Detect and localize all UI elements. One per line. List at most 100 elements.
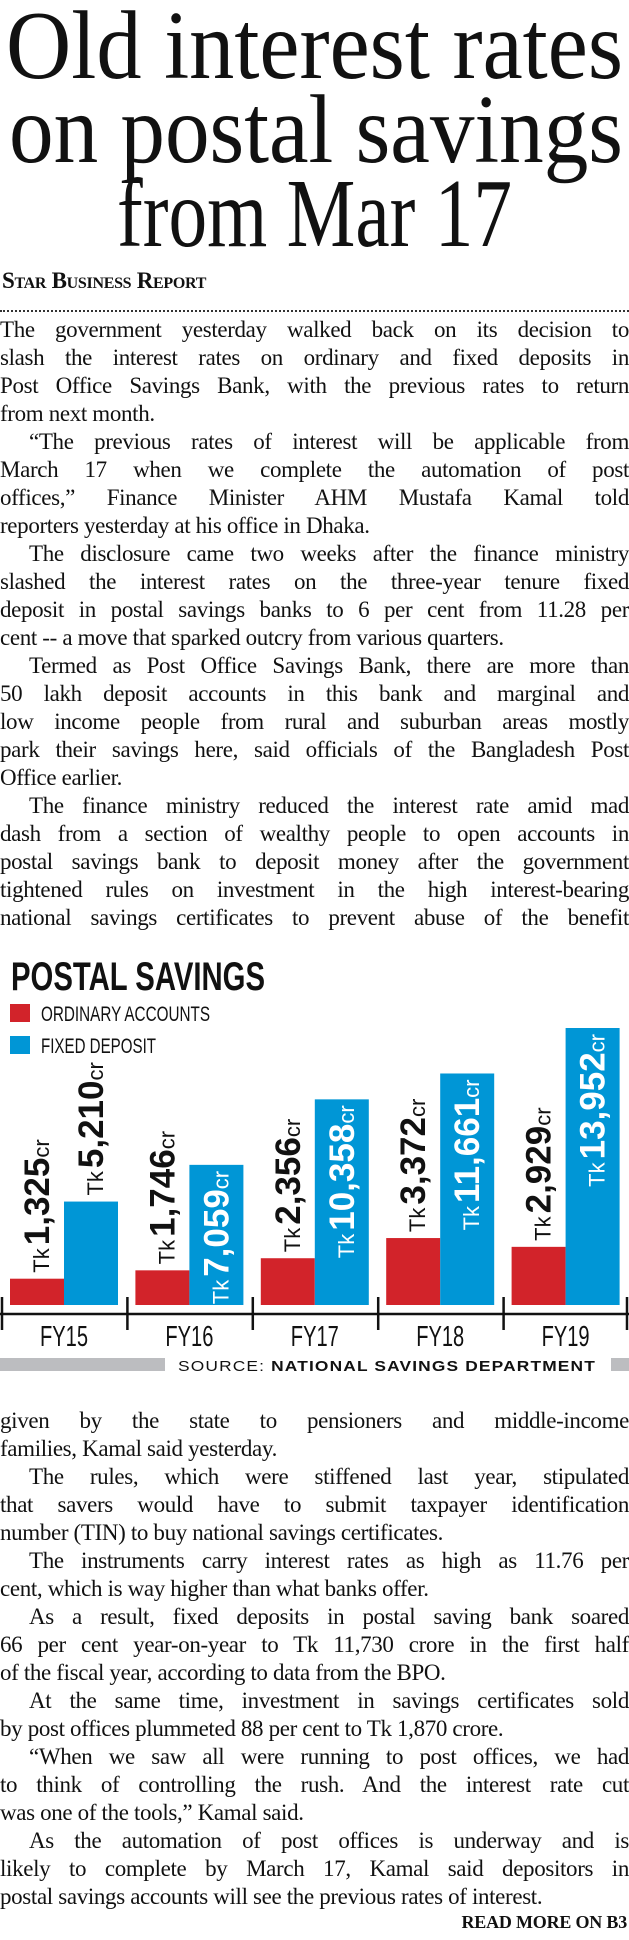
value-prefix: Tk — [334, 1233, 359, 1258]
bar-ordinary-accounts — [260, 1258, 315, 1305]
article-line: of the fiscal year, according to data fr… — [0, 1660, 446, 1685]
headline: Old interest rates on postal savings fro… — [6, 0, 623, 262]
bar-value-label: Tk5,210cr — [72, 1062, 111, 1195]
bar-fixed-deposit — [189, 1164, 244, 1305]
value-prefix: Tk — [459, 1205, 484, 1230]
value-suffix: cr — [459, 1079, 484, 1097]
article-line: low income people from rural and suburba… — [0, 709, 629, 734]
legend-swatch-fixed — [10, 1036, 30, 1054]
article-line: Termed as Post Office Savings Bank, ther… — [29, 653, 629, 678]
bar-value-label: Tk10,358cr — [323, 1105, 362, 1258]
value-prefix: Tk — [280, 1227, 305, 1252]
bar-value-label: Tk1,746cr — [143, 1131, 182, 1264]
x-axis-ticks — [0, 1297, 629, 1330]
byline: Star Business Report — [2, 268, 207, 293]
article-line: to think of controlling the rush. And th… — [0, 1772, 629, 1797]
bar-fixed-deposit — [565, 1028, 620, 1305]
article-line: offices,” Finance Minister AHM Mustafa K… — [0, 485, 629, 510]
article-line: deposit in postal savings banks to 6 per… — [0, 597, 629, 622]
bar-value-label: Tk13,952cr — [574, 1034, 613, 1187]
bar-fixed-deposit — [314, 1099, 369, 1305]
article-line: slashed the interest rates on the three-… — [0, 569, 629, 594]
article-line: cent, which is way higher than what bank… — [0, 1576, 429, 1601]
article-line: Office earlier. — [0, 765, 123, 790]
value-suffix: cr — [29, 1139, 54, 1157]
value-number: 11,661 — [448, 1098, 487, 1203]
bar-ordinary-accounts — [386, 1238, 441, 1305]
article-line: “When we saw all were running to post of… — [29, 1744, 629, 1769]
article-line: likely to complete by March 17, Kamal sa… — [0, 1856, 629, 1881]
legend-swatch-ordinary — [10, 1004, 30, 1022]
article-line: At the same time, investment in savings … — [29, 1688, 629, 1713]
article-body-part-1: The government yesterday walked back on … — [0, 316, 629, 932]
bar-value-label: Tk11,661cr — [448, 1079, 487, 1230]
article-line: As a result, fixed deposits in postal sa… — [29, 1604, 629, 1629]
headline-line-3: from Mar 17 — [117, 160, 512, 262]
article-line: 66 per cent year-on-year to Tk 11,730 cr… — [0, 1632, 629, 1657]
article-line: tightened rules on investment in the hig… — [0, 877, 629, 902]
value-suffix: cr — [154, 1131, 179, 1149]
value-number: 7,059 — [197, 1189, 236, 1277]
bar-value-label: Tk3,372cr — [394, 1099, 433, 1232]
article-line: reporters yesterday at his office in Dha… — [0, 513, 370, 538]
bar-ordinary-accounts — [511, 1246, 566, 1305]
value-suffix: cr — [334, 1105, 359, 1123]
source-bar-right — [611, 1358, 629, 1371]
article-line: March 17 when we complete the automation… — [0, 457, 629, 482]
article-line: families, Kamal said yesterday. — [0, 1436, 277, 1461]
value-suffix: cr — [405, 1099, 430, 1117]
legend-label-ordinary: ORDINARY ACCOUNTS — [41, 1003, 210, 1026]
article-line: postal savings bank to deposit money aft… — [0, 849, 629, 874]
bars — [10, 1028, 620, 1305]
bar-fixed-deposit — [440, 1073, 495, 1305]
x-axis-label: FY15 — [40, 1321, 88, 1353]
article-line: 50 lakh deposit accounts in this bank an… — [0, 681, 629, 706]
article-line: by post offices plummeted 88 per cent to… — [0, 1716, 504, 1741]
article-line: given by the state to pensioners and mid… — [0, 1408, 629, 1433]
value-prefix: Tk — [83, 1170, 108, 1195]
source-bar-left — [0, 1358, 165, 1371]
article-line: was one of the tools,” Kamal said. — [0, 1800, 304, 1825]
bar-value-label: Tk1,325cr — [18, 1139, 57, 1272]
x-axis-label: FY19 — [542, 1321, 590, 1353]
value-prefix: Tk — [154, 1239, 179, 1264]
value-number: 2,929 — [520, 1126, 559, 1214]
value-number: 1,325 — [18, 1158, 57, 1246]
article-line: The disclosure came two weeks after the … — [29, 541, 629, 566]
article-line: number (TIN) to buy national savings cer… — [0, 1520, 443, 1545]
bar-ordinary-accounts — [10, 1278, 64, 1305]
article-line: from next month. — [0, 401, 155, 426]
article-line: slash the interest rates on ordinary and… — [0, 345, 629, 370]
headline-line-1: Old interest rates — [6, 0, 623, 100]
source-label: SOURCE: — [178, 1358, 265, 1375]
headline-line-2: on postal savings — [9, 76, 623, 184]
value-suffix: cr — [280, 1119, 305, 1137]
article-body-part-2: given by the state to pensioners and mid… — [0, 1407, 629, 1911]
x-axis-label: FY16 — [165, 1321, 213, 1353]
article-line: national savings certificates to prevent… — [0, 905, 629, 930]
source-note: SOURCE: NATIONAL SAVINGS DEPARTMENT — [178, 1358, 596, 1375]
dotted-divider — [0, 310, 629, 312]
source-name: NATIONAL SAVINGS DEPARTMENT — [271, 1358, 596, 1375]
x-axis-label: FY17 — [291, 1321, 339, 1353]
legend-label-fixed: FIXED DEPOSIT — [41, 1035, 156, 1058]
article-line: As the automation of post offices is und… — [29, 1828, 629, 1853]
value-prefix: Tk — [405, 1207, 430, 1232]
value-prefix: Tk — [208, 1279, 233, 1304]
x-axis-labels: FY15 FY16 FY17 FY18 FY19 — [40, 1321, 590, 1353]
x-axis-label: FY18 — [416, 1321, 464, 1353]
article-line: The rules, which were stiffened last yea… — [29, 1464, 629, 1489]
read-more-link[interactable]: READ MORE ON B3 — [461, 1912, 627, 1932]
article-line: cent -- a move that sparked outcry from … — [0, 625, 504, 650]
value-number: 5,210 — [72, 1081, 111, 1169]
article-line: Post Office Savings Bank, with the previ… — [0, 373, 629, 398]
article-line: postal savings accounts will see the pre… — [0, 1884, 543, 1909]
bar-value-label: Tk7,059cr — [197, 1171, 236, 1304]
value-prefix: Tk — [531, 1215, 556, 1240]
bar-ordinary-accounts — [135, 1270, 190, 1305]
value-suffix: cr — [531, 1107, 556, 1125]
chart-title: POSTAL SAVINGS — [11, 955, 265, 999]
value-suffix: cr — [83, 1062, 108, 1080]
value-number: 13,952 — [574, 1052, 613, 1159]
value-number: 2,356 — [269, 1137, 308, 1225]
